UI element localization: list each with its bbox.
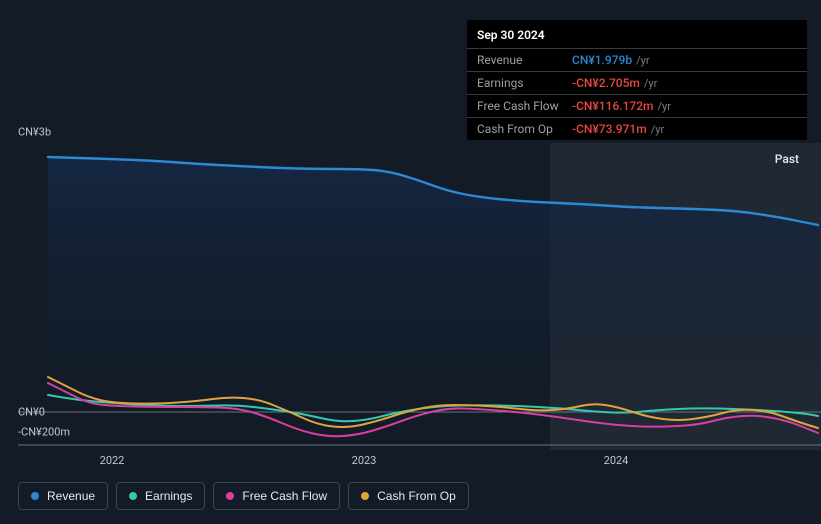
tooltip-metric-value: -CN¥2.705m bbox=[572, 76, 640, 90]
legend-item[interactable]: Earnings bbox=[116, 482, 205, 510]
legend-label: Cash From Op bbox=[377, 489, 456, 503]
tooltip-metric-unit: /yr bbox=[651, 123, 664, 136]
y-axis-label: CN¥3b bbox=[18, 126, 51, 139]
legend-swatch-icon bbox=[226, 492, 234, 500]
legend-item[interactable]: Revenue bbox=[18, 482, 108, 510]
legend-swatch-icon bbox=[31, 492, 39, 500]
tooltip-row: Earnings-CN¥2.705m/yr bbox=[467, 72, 807, 95]
tooltip-row: Free Cash Flow-CN¥116.172m/yr bbox=[467, 95, 807, 118]
tooltip-metric-value: CN¥1.979b bbox=[572, 53, 632, 67]
legend-label: Free Cash Flow bbox=[242, 489, 327, 503]
legend-item[interactable]: Cash From Op bbox=[348, 482, 469, 510]
tooltip-metric-label: Revenue bbox=[477, 53, 572, 67]
tooltip-metric-unit: /yr bbox=[636, 54, 649, 67]
tooltip-metric-value: -CN¥73.971m bbox=[572, 122, 647, 136]
tooltip-metric-label: Cash From Op bbox=[477, 122, 572, 136]
legend-swatch-icon bbox=[129, 492, 137, 500]
legend-label: Revenue bbox=[47, 489, 95, 503]
x-axis-label: 2022 bbox=[100, 454, 125, 467]
chart-svg bbox=[18, 125, 821, 450]
tooltip-date: Sep 30 2024 bbox=[467, 20, 807, 49]
legend: Revenue Earnings Free Cash Flow Cash From O… bbox=[18, 482, 469, 510]
y-axis-label: -CN¥200m bbox=[18, 426, 70, 439]
x-axis-label: 2024 bbox=[604, 454, 629, 467]
tooltip-metric-label: Free Cash Flow bbox=[477, 99, 572, 113]
tooltip-row: RevenueCN¥1.979b/yr bbox=[467, 49, 807, 72]
tooltip-metric-unit: /yr bbox=[658, 100, 671, 113]
tooltip-metric-unit: /yr bbox=[644, 77, 657, 90]
legend-item[interactable]: Free Cash Flow bbox=[213, 482, 340, 510]
legend-label: Earnings bbox=[145, 489, 192, 503]
tooltip-metric-label: Earnings bbox=[477, 76, 572, 90]
x-axis-label: 2023 bbox=[352, 454, 377, 467]
tooltip-row: Cash From Op-CN¥73.971m/yr bbox=[467, 118, 807, 140]
tooltip-metric-value: -CN¥116.172m bbox=[572, 99, 654, 113]
y-axis-label: CN¥0 bbox=[18, 406, 45, 419]
legend-swatch-icon bbox=[361, 492, 369, 500]
tooltip-panel: Sep 30 2024 RevenueCN¥1.979b/yrEarnings-… bbox=[467, 20, 807, 140]
